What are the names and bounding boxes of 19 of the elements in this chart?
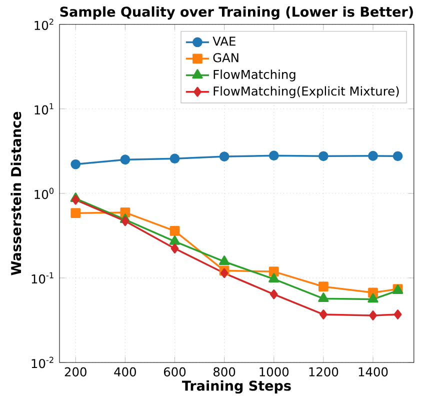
x-tick-label: 1000 — [260, 367, 289, 376]
x-tick-label: 1200 — [309, 367, 338, 376]
x-tick-label: 1400 — [358, 367, 388, 376]
x-tick-label: 600 — [164, 367, 186, 376]
y-tick-label: 10$^{2}$ — [34, 18, 54, 30]
legend-label: FlowMatching(Explicit Mixture) — [214, 86, 399, 98]
y-tick-label: 10$^{0}$ — [34, 188, 54, 200]
y-tick-label: 10$^{-2}$ — [32, 356, 54, 368]
legend-label: VAE — [212, 36, 236, 46]
x-tick-label: 800 — [214, 367, 236, 376]
x-tick-label: 400 — [114, 367, 136, 376]
legend-label: FlowMatching — [214, 69, 296, 82]
chart-title: Sample Quality over Training (Lower is Better) — [60, 6, 413, 20]
y-axis-title: Wasserstein Distance — [10, 112, 22, 276]
legend-label: GAN — [213, 53, 238, 62]
x-tick-label: 200 — [64, 367, 86, 376]
y-tick-label: 10$^{1}$ — [34, 103, 54, 114]
y-tick-label: 10$^{-1}$ — [32, 272, 54, 284]
x-axis-title: Training Steps — [182, 380, 291, 394]
